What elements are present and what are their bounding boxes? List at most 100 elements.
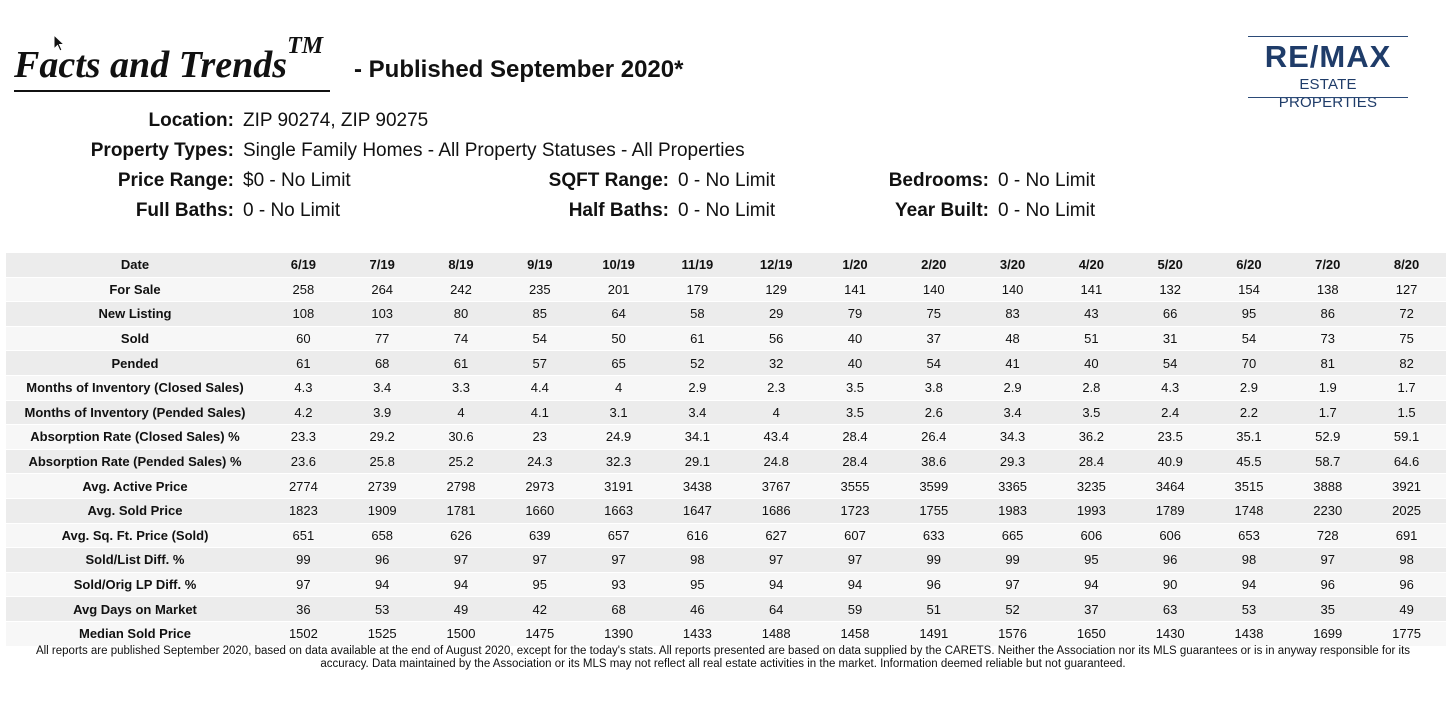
table-cell: 627 xyxy=(736,523,816,549)
table-cell: 40 xyxy=(815,326,895,352)
table-cell: 1.5 xyxy=(1367,400,1446,426)
table-cell: 258 xyxy=(264,277,343,303)
table-cell: 1781 xyxy=(421,498,501,524)
table-cell: 43.4 xyxy=(736,424,816,450)
table-cell: 28.4 xyxy=(815,449,895,475)
table-cell: 42 xyxy=(500,596,580,622)
table-cell: 82 xyxy=(1367,350,1446,376)
table-cell: 1491 xyxy=(894,621,974,647)
logo-top-rule xyxy=(1248,36,1408,37)
table-cell: 1.7 xyxy=(1367,375,1446,401)
table-cell: 23.3 xyxy=(264,424,343,450)
table-cell: 97 xyxy=(736,547,816,573)
row-label: Avg. Sq. Ft. Price (Sold) xyxy=(6,523,264,549)
table-cell: 141 xyxy=(815,277,895,303)
table-cell: 4.1 xyxy=(500,400,580,426)
table-cell: 1438 xyxy=(1209,621,1289,647)
table-cell: 1789 xyxy=(1130,498,1210,524)
table-cell: 633 xyxy=(894,523,974,549)
table-cell: 66 xyxy=(1130,301,1210,327)
table-cell: 2.3 xyxy=(736,375,816,401)
remax-logo: RE/MAX ESTATE PROPERTIES xyxy=(1248,36,1408,111)
table-cell: 658 xyxy=(342,523,422,549)
table-cell: 2739 xyxy=(342,473,422,499)
table-cell: 97 xyxy=(579,547,658,573)
table-cell: 103 xyxy=(342,301,422,327)
table-cell: 97 xyxy=(815,547,895,573)
table-cell: 728 xyxy=(1288,523,1368,549)
table-cell: 3555 xyxy=(815,473,895,499)
table-cell: 3.5 xyxy=(815,400,895,426)
table-cell: 49 xyxy=(1367,596,1446,622)
table-cell: 50 xyxy=(579,326,658,352)
table-cell: 626 xyxy=(421,523,501,549)
table-cell: 99 xyxy=(894,547,974,573)
table-cell: 51 xyxy=(1051,326,1131,352)
table-cell: 96 xyxy=(1367,572,1446,598)
table-cell: 98 xyxy=(657,547,737,573)
table-cell: 64 xyxy=(579,301,658,327)
row-label: Median Sold Price xyxy=(6,621,264,647)
table-cell: 45.5 xyxy=(1209,449,1289,475)
month-header: 4/20 xyxy=(1051,253,1131,278)
table-row: Absorption Rate (Pended Sales) % 23.6 25.8… xyxy=(6,449,1446,475)
table-cell: 3.5 xyxy=(1051,400,1131,426)
table-cell: 53 xyxy=(342,596,422,622)
row-label: Absorption Rate (Pended Sales) % xyxy=(6,449,264,475)
table-cell: 141 xyxy=(1051,277,1131,303)
month-header: 1/20 xyxy=(815,253,895,278)
table-row: New Listing 108 103 80 85 64 58 29 79 75 83 43 66 95 8… xyxy=(6,301,1446,327)
table-cell: 32 xyxy=(736,350,816,376)
table-cell: 1.7 xyxy=(1288,400,1368,426)
table-cell: 81 xyxy=(1288,350,1368,376)
table-cell: 53 xyxy=(1209,596,1289,622)
price-range-value: $0 - No Limit xyxy=(243,170,351,191)
table-cell: 38.6 xyxy=(894,449,974,475)
table-cell: 46 xyxy=(657,596,737,622)
table-cell: 61 xyxy=(264,350,343,376)
table-cell: 40 xyxy=(815,350,895,376)
month-header: 5/20 xyxy=(1130,253,1210,278)
table-row: Absorption Rate (Closed Sales) % 23.3 29.2… xyxy=(6,424,1446,450)
table-cell: 96 xyxy=(1288,572,1368,598)
table-cell: 24.9 xyxy=(579,424,658,450)
table-cell: 3599 xyxy=(894,473,974,499)
table-cell: 132 xyxy=(1130,277,1210,303)
table-cell: 24.3 xyxy=(500,449,580,475)
table-cell: 1823 xyxy=(264,498,343,524)
table-cell: 1.9 xyxy=(1288,375,1368,401)
table-cell: 1993 xyxy=(1051,498,1131,524)
table-cell: 93 xyxy=(579,572,658,598)
table-cell: 179 xyxy=(657,277,737,303)
table-cell: 60 xyxy=(264,326,343,352)
brand-title: Facts and TrendsTM xyxy=(14,34,323,92)
table-cell: 97 xyxy=(973,572,1052,598)
table-cell: 94 xyxy=(1209,572,1289,598)
table-cell: 41 xyxy=(973,350,1052,376)
table-cell: 54 xyxy=(500,326,580,352)
full-baths-value: 0 - No Limit xyxy=(243,200,341,221)
date-header-label: Date xyxy=(6,253,264,278)
table-cell: 3.9 xyxy=(342,400,422,426)
table-cell: 3.4 xyxy=(973,400,1052,426)
month-header: 2/20 xyxy=(894,253,974,278)
table-cell: 127 xyxy=(1367,277,1446,303)
table-cell: 97 xyxy=(1288,547,1368,573)
property-types-label: Property Types: xyxy=(90,140,234,161)
table-row: Pended 61 68 61 57 65 52 32 40 54 41 40 54 70 81 82 xyxy=(6,350,1446,376)
table-cell: 65 xyxy=(579,350,658,376)
table-cell: 23.6 xyxy=(264,449,343,475)
table-row: Sold/List Diff. % 99 96 97 97 97 98 97 97 99 99 95 9… xyxy=(6,547,1446,573)
table-cell: 691 xyxy=(1367,523,1446,549)
table-cell: 40.9 xyxy=(1130,449,1210,475)
table-cell: 48 xyxy=(973,326,1052,352)
table-cell: 1660 xyxy=(500,498,580,524)
table-cell: 52 xyxy=(973,596,1052,622)
table-row: Avg. Active Price 2774 2739 2798 2973 3191 343… xyxy=(6,473,1446,499)
table-cell: 639 xyxy=(500,523,580,549)
table-cell: 3.4 xyxy=(342,375,422,401)
table-cell: 97 xyxy=(264,572,343,598)
table-cell: 1525 xyxy=(342,621,422,647)
table-cell: 1909 xyxy=(342,498,422,524)
table-cell: 36 xyxy=(264,596,343,622)
